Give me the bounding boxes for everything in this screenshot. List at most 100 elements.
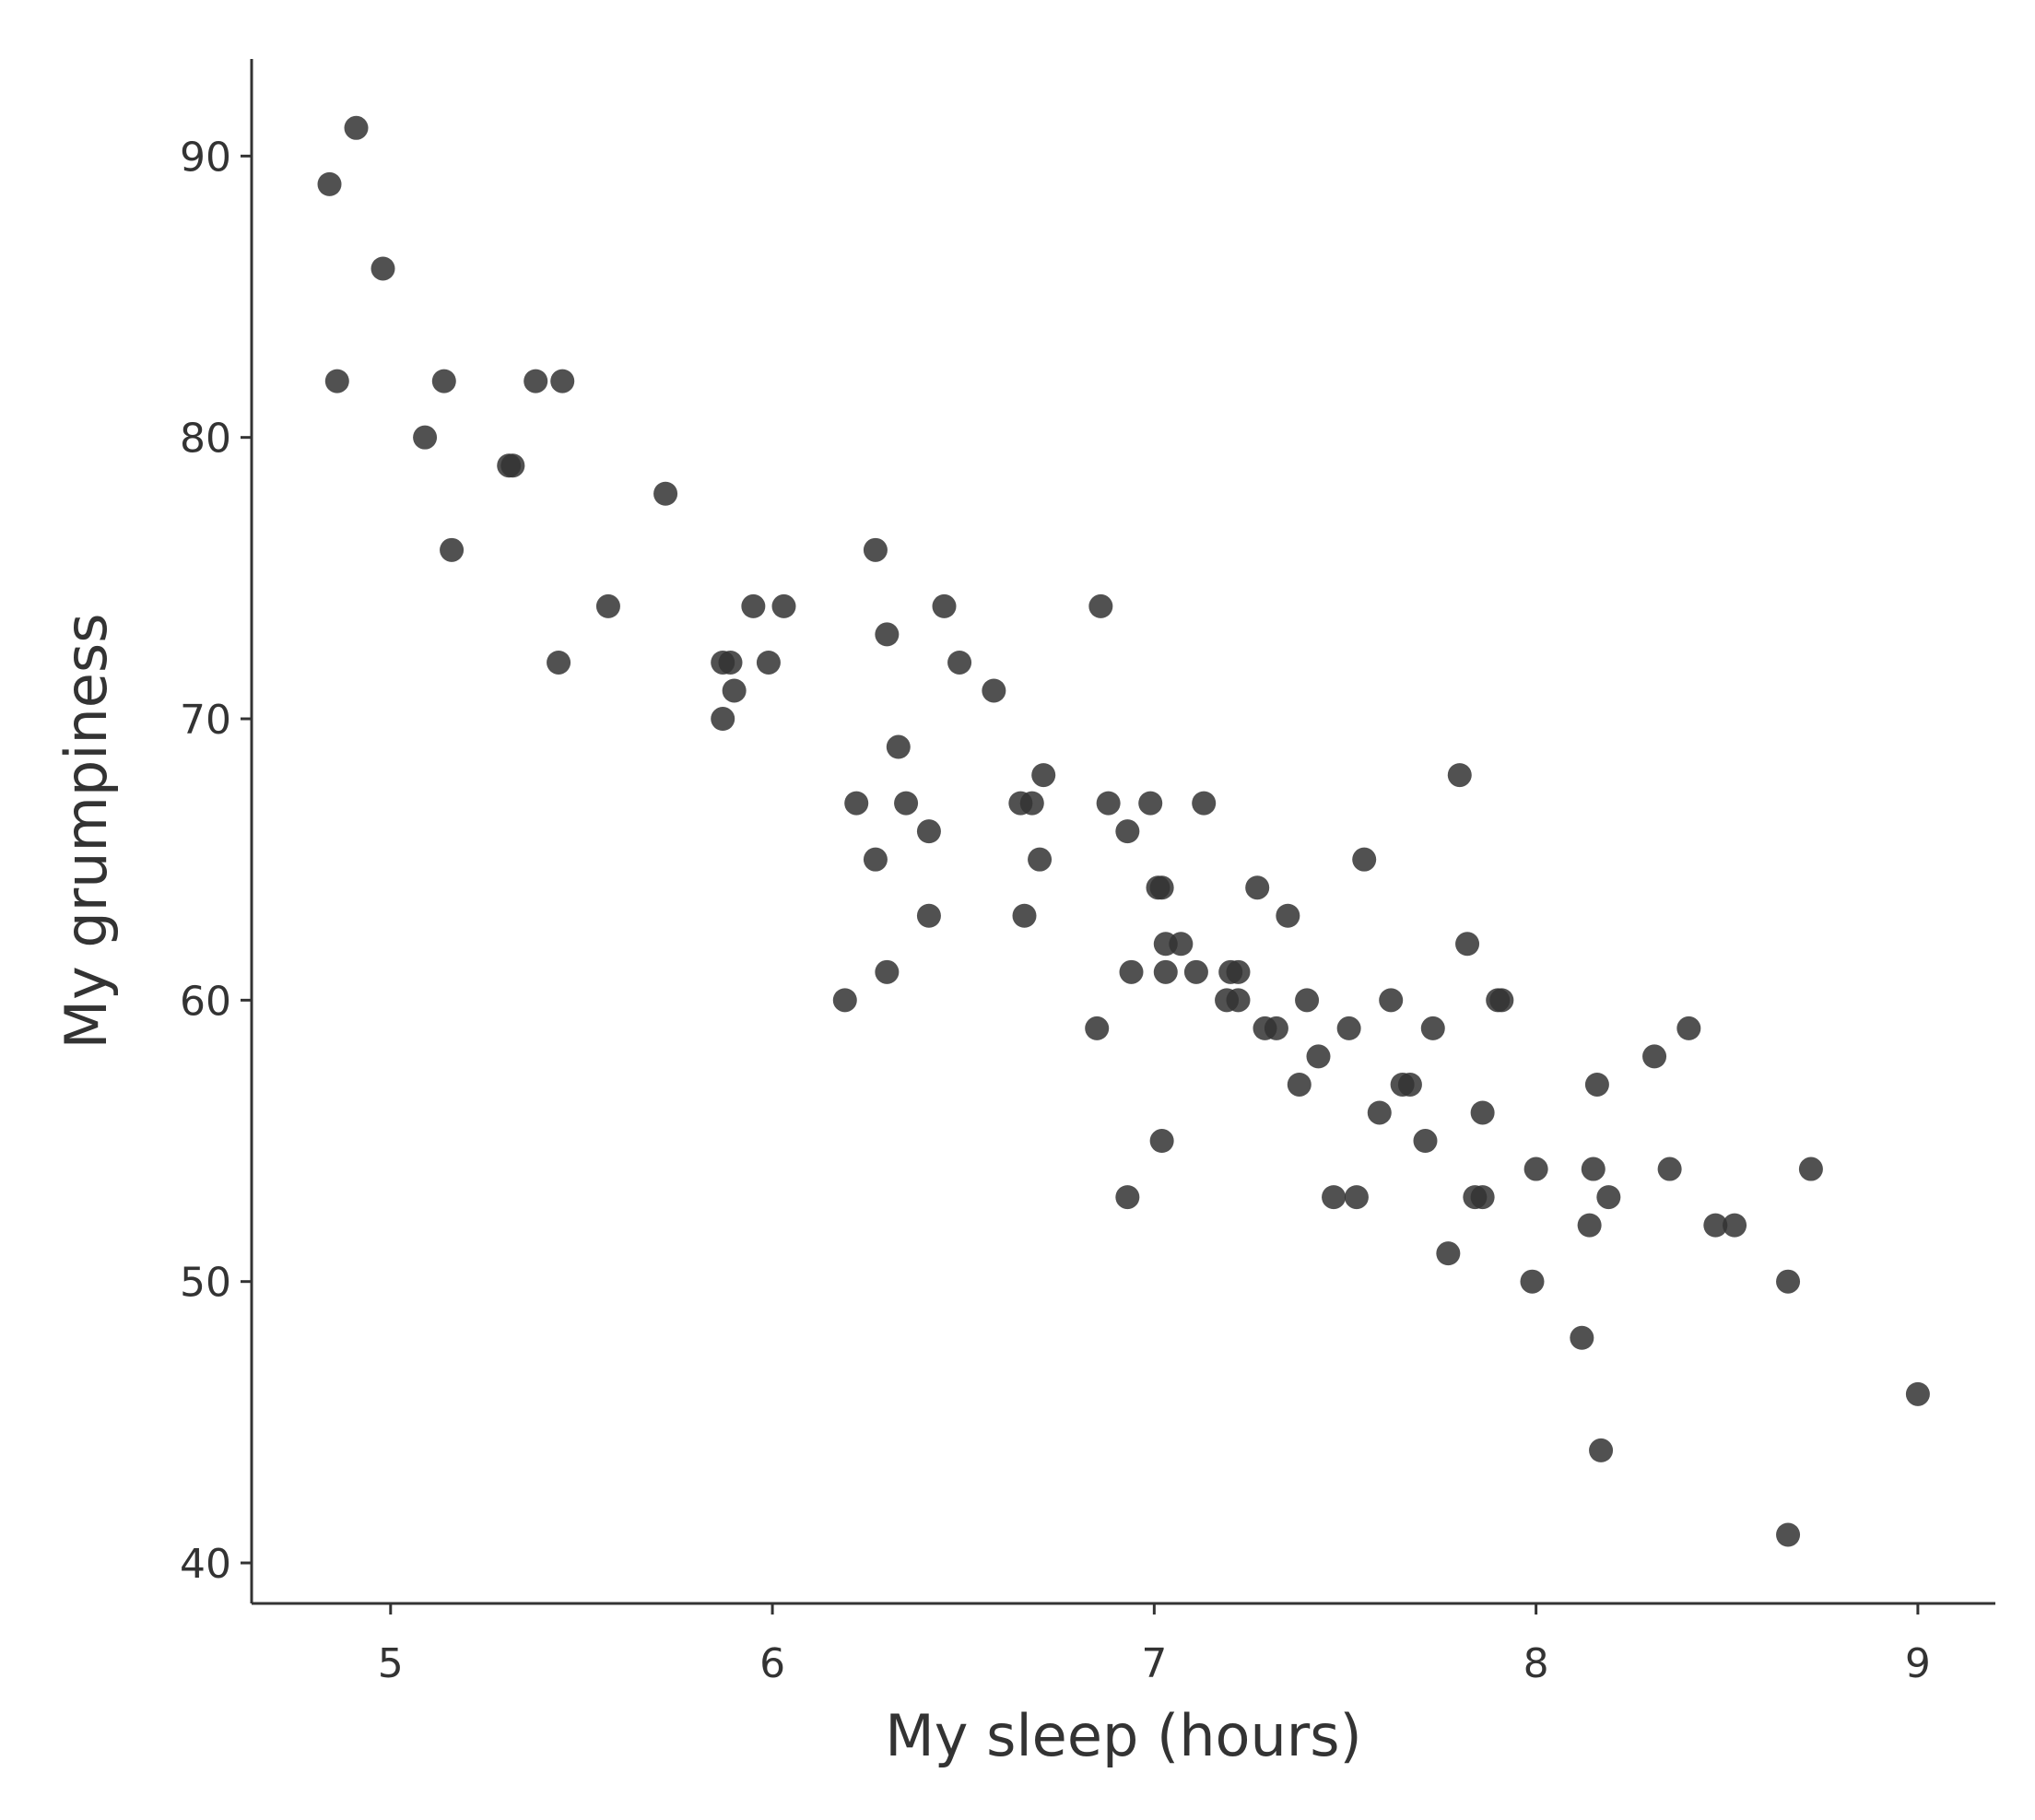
point (1306, 1044, 1331, 1069)
y-tick-label: 40 (180, 1541, 231, 1588)
point (1276, 903, 1300, 928)
point (1264, 1016, 1288, 1040)
point (1723, 1213, 1747, 1238)
point (863, 847, 888, 872)
point (1088, 593, 1113, 618)
point (1776, 1522, 1801, 1547)
point (523, 369, 548, 393)
point (1183, 959, 1208, 984)
point (1096, 791, 1121, 816)
point (550, 369, 575, 393)
point (1322, 1185, 1347, 1210)
point (1031, 763, 1056, 788)
point (1905, 1381, 1930, 1406)
point (875, 622, 900, 647)
point (1776, 1269, 1801, 1294)
point (1581, 1157, 1606, 1181)
point (1657, 1157, 1682, 1181)
point (916, 819, 941, 844)
point (324, 369, 349, 393)
point (832, 988, 857, 1013)
point (440, 537, 465, 562)
point (1589, 1438, 1614, 1462)
point (653, 481, 678, 506)
point (947, 650, 972, 675)
point (894, 791, 919, 816)
point (1019, 791, 1044, 816)
point (1447, 763, 1472, 788)
point (756, 650, 781, 675)
point (1153, 959, 1178, 984)
point (1397, 1072, 1422, 1097)
point (1642, 1044, 1667, 1069)
point (1336, 1016, 1361, 1040)
point (718, 650, 743, 675)
y-tick-label: 60 (180, 978, 231, 1025)
point (863, 537, 888, 562)
point (1676, 1016, 1701, 1040)
point (1352, 847, 1377, 872)
point (1149, 1129, 1174, 1154)
point (875, 959, 900, 984)
point (1085, 1016, 1110, 1040)
point (1367, 1100, 1392, 1125)
point (500, 453, 525, 478)
point (771, 593, 796, 618)
point (1028, 847, 1053, 872)
point (982, 678, 1006, 703)
y-tick-label: 90 (180, 134, 231, 181)
point (1596, 1185, 1621, 1210)
point (1523, 1157, 1548, 1181)
point (932, 593, 957, 618)
point (1520, 1269, 1545, 1294)
point (1379, 988, 1404, 1013)
point (1192, 791, 1217, 816)
point (1226, 988, 1251, 1013)
point (1420, 1016, 1445, 1040)
point (1470, 1185, 1495, 1210)
point (547, 650, 571, 675)
point (1149, 875, 1174, 900)
x-tick-label: 9 (1905, 1640, 1931, 1687)
x-tick-label: 7 (1141, 1640, 1167, 1687)
x-tick-label: 8 (1523, 1640, 1549, 1687)
point (886, 734, 911, 759)
point (1138, 791, 1163, 816)
point (431, 369, 456, 393)
x-axis-title: My sleep (hours) (885, 1702, 1361, 1769)
point (741, 593, 766, 618)
y-tick-label: 70 (180, 697, 231, 744)
point (595, 593, 620, 618)
y-axis-title: My grumpiness (53, 613, 120, 1049)
point (1115, 1185, 1140, 1210)
point (371, 256, 395, 281)
point (1012, 903, 1037, 928)
point (1413, 1129, 1438, 1154)
point (413, 425, 438, 450)
point (344, 115, 369, 140)
point (844, 791, 869, 816)
y-tick-label: 80 (180, 416, 231, 463)
point (1489, 988, 1514, 1013)
point (1436, 1241, 1461, 1266)
point (711, 707, 735, 732)
y-tick-label: 50 (180, 1260, 231, 1307)
point (1703, 1213, 1728, 1238)
point (317, 171, 342, 196)
point (1287, 1072, 1312, 1097)
point (1115, 819, 1140, 844)
point (1226, 959, 1251, 984)
point (1570, 1325, 1594, 1350)
point (1245, 875, 1270, 900)
point (916, 903, 941, 928)
point (1344, 1185, 1369, 1210)
point (722, 678, 747, 703)
point (1584, 1072, 1609, 1097)
point (1295, 988, 1320, 1013)
point (1169, 932, 1194, 957)
point (1470, 1100, 1495, 1125)
point (1798, 1157, 1823, 1181)
point (1119, 959, 1144, 984)
